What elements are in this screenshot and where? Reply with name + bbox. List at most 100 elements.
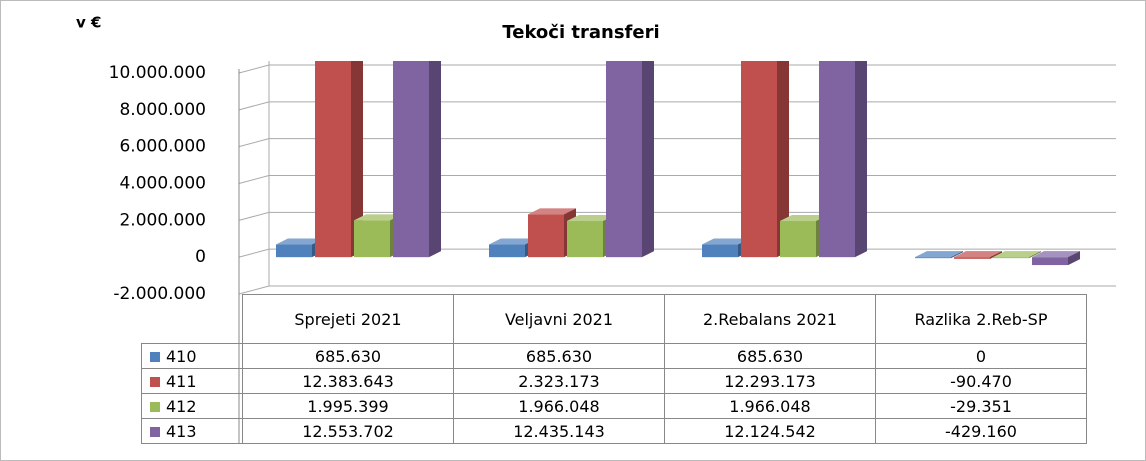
bar	[393, 20, 441, 258]
bar-top-shade	[315, 23, 363, 29]
bar-front	[915, 257, 951, 259]
bar-top	[993, 251, 1041, 258]
grid-line-side	[238, 285, 270, 295]
grid-line-side	[238, 211, 270, 221]
legend-label: 410	[166, 346, 197, 366]
table-value: -29.351	[875, 393, 1087, 419]
table-value: 685.630	[242, 343, 454, 369]
bar-front	[528, 214, 564, 258]
bar-front	[393, 61, 429, 258]
bar-top-shade	[354, 214, 402, 221]
bar-top	[567, 214, 615, 221]
bar-top	[780, 214, 828, 221]
y-tick-label: 2.000.000	[119, 210, 206, 230]
legend-label: 412	[166, 396, 197, 416]
data-table: Sprejeti 2021 Veljavni 2021 2.Rebalans 202…	[141, 294, 1087, 444]
legend-label: 413	[166, 421, 197, 441]
table-value: 12.293.173	[664, 368, 876, 394]
bar-top-shade	[741, 25, 789, 31]
grid-line-side	[238, 138, 270, 148]
y-tick-label: 0	[195, 247, 206, 267]
unit-label: v €	[76, 14, 101, 32]
bar-front	[489, 244, 525, 258]
bar-side-shade	[1029, 251, 1041, 259]
y-tick-label: 8.000.000	[119, 100, 206, 120]
bar-front	[606, 61, 642, 258]
bar-front	[567, 220, 603, 258]
table-value: 0	[875, 343, 1087, 369]
bar-top-shade	[915, 251, 963, 258]
table-value: 685.630	[453, 343, 665, 369]
bar-top	[702, 238, 750, 245]
bar-top-shade	[780, 214, 828, 221]
bar-side-shade	[642, 61, 654, 258]
bar-front	[702, 244, 738, 258]
table-value: -429.160	[875, 418, 1087, 444]
bar-top-shade	[702, 238, 750, 245]
bar-top	[315, 23, 363, 29]
bar-front	[276, 244, 312, 258]
bar-top-shade	[393, 20, 441, 26]
grid-line-side	[238, 64, 270, 74]
bar-side-shade	[429, 61, 441, 258]
table-value: 1.995.399	[242, 393, 454, 419]
corner	[141, 294, 243, 344]
bar-side-shade	[1068, 251, 1080, 266]
bar-top-shade	[567, 214, 615, 221]
bar-front	[741, 61, 777, 258]
category-label: Razlika 2.Reb-SP	[875, 294, 1087, 344]
bar	[606, 61, 654, 258]
legend-entry: 411	[141, 368, 243, 394]
bar-top	[528, 208, 576, 215]
bar-front	[780, 220, 816, 258]
bar-front	[315, 61, 351, 258]
bar-side	[1029, 251, 1041, 259]
bar-side-shade	[990, 251, 1002, 259]
legend-entry: 410	[141, 343, 243, 369]
category-label: Sprejeti 2021	[242, 294, 454, 344]
bar-top-shade	[819, 28, 867, 34]
y-tick-label: 4.000.000	[119, 174, 206, 194]
series-row: 413 12.553.702 12.435.143 12.124.542 -429.16…	[141, 418, 1087, 444]
table-value: -90.470	[875, 368, 1087, 394]
bar-side-shade	[351, 61, 363, 258]
series-row: 412 1.995.399 1.966.048 1.966.048 -29.351	[141, 393, 1087, 419]
bar-front	[1032, 257, 1068, 266]
bar-front	[993, 257, 1029, 259]
bar-front	[954, 257, 990, 259]
bar-front	[819, 61, 855, 258]
bar-top	[393, 20, 441, 26]
legend-swatch	[150, 351, 160, 362]
category-label: Veljavni 2021	[453, 294, 665, 344]
bar	[741, 25, 789, 258]
category-label: 2.Rebalans 2021	[664, 294, 876, 344]
table-value: 12.553.702	[242, 418, 454, 444]
table-value: 1.966.048	[453, 393, 665, 419]
legend-swatch	[150, 401, 160, 412]
legend-swatch	[150, 376, 160, 387]
grid-line-side	[238, 175, 270, 184]
grid-line-side	[238, 101, 270, 111]
table-value: 12.435.143	[453, 418, 665, 444]
bar-side-shade	[855, 61, 867, 258]
bar-top-shade	[489, 238, 537, 245]
bar-side	[990, 251, 1002, 259]
bar	[954, 251, 1002, 259]
bar-top	[489, 238, 537, 245]
legend-swatch	[150, 426, 160, 437]
table-value: 2.323.173	[453, 368, 665, 394]
legend-entry: 412	[141, 393, 243, 419]
table-value: 12.383.643	[242, 368, 454, 394]
bar-top	[741, 25, 789, 31]
bar-top	[915, 251, 963, 258]
chart-title: Tekoči transferi	[502, 22, 659, 43]
bar-front	[354, 220, 390, 258]
table-value: 685.630	[664, 343, 876, 369]
series-row: 410 685.630 685.630 685.630 0	[141, 343, 1087, 369]
bar-top-shade	[528, 208, 576, 215]
bar	[819, 28, 867, 258]
bar-top	[276, 238, 324, 245]
bar-top-shade	[276, 238, 324, 245]
